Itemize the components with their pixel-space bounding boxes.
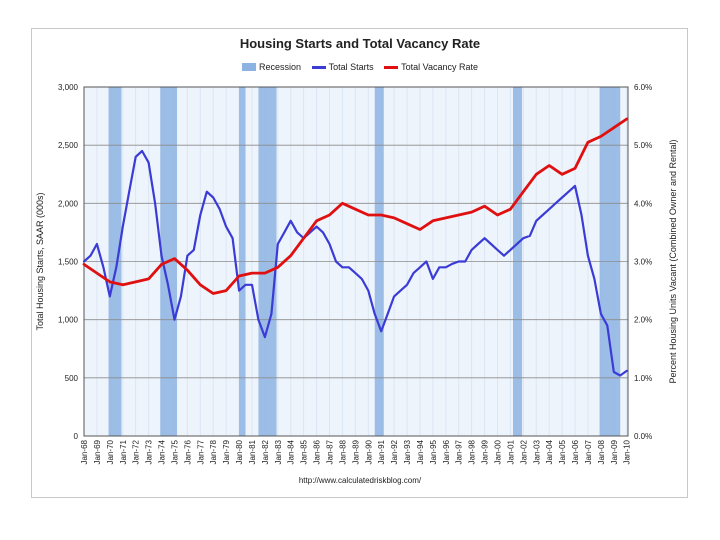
x-tick-label: Jan-78 [209, 439, 218, 464]
legend-swatch-total-starts [311, 65, 326, 69]
x-tick-label: Jan-82 [261, 439, 270, 464]
x-tick-label: Jan-93 [403, 439, 412, 464]
legend-item-total-starts: Total Starts [311, 61, 374, 72]
legend-swatch-vacancy-rate [384, 65, 399, 69]
x-tick-label: Jan-06 [571, 439, 580, 464]
x-tick-label: Jan-04 [545, 439, 554, 464]
series-line-vacancy-rate [82, 117, 629, 295]
x-tick-label: Jan-76 [183, 439, 192, 464]
left-tick-label: 500 [65, 374, 79, 383]
x-tick-label: Jan-73 [145, 439, 154, 464]
x-tick-label: Jan-72 [132, 439, 141, 464]
x-tick-label: Jan-84 [287, 439, 296, 464]
left-tick-label: 2,000 [58, 199, 79, 208]
x-tick-label: Jan-02 [519, 439, 528, 464]
right-tick-label: 5.0% [634, 141, 652, 150]
right-axis-title: Percent Housing Units Vacant (Combined O… [668, 140, 678, 384]
right-tick-label: 1.0% [634, 374, 652, 383]
x-tick-label: Jan-92 [390, 439, 399, 464]
x-tick-label: Jan-81 [248, 439, 257, 464]
series-line-total-starts [82, 149, 628, 377]
legend-label-vacancy-rate: Total Vacancy Rate [401, 61, 478, 72]
x-tick-label: Jan-05 [558, 439, 567, 464]
left-tick-label: 2,500 [58, 141, 79, 150]
x-tick-label: Jan-75 [170, 439, 179, 464]
left-tick-label: 0 [74, 432, 79, 441]
x-tick-label: Jan-96 [442, 439, 451, 464]
x-tick-label: Jan-79 [222, 439, 231, 464]
x-tick-label: Jan-08 [597, 439, 606, 464]
left-tick-label: 1,500 [58, 258, 79, 267]
legend-label-recession: Recession [259, 61, 302, 72]
x-tick-label: Jan-89 [351, 439, 360, 464]
right-tick-label: 0.0% [634, 432, 652, 441]
x-tick-label: Jan-71 [119, 439, 128, 464]
x-tick-label: Jan-07 [584, 439, 593, 464]
x-tick-label: Jan-83 [274, 439, 283, 464]
x-tick-label: Jan-91 [377, 439, 386, 464]
x-tick-label: Jan-77 [196, 439, 205, 464]
x-tick-label: Jan-09 [610, 439, 619, 464]
legend-item-recession: Recession [242, 62, 301, 72]
x-tick-label: Jan-01 [506, 439, 515, 464]
x-tick-label: Jan-10 [623, 439, 632, 464]
x-tick-label: Jan-68 [80, 439, 89, 464]
chart-title: Housing Starts and Total Vacancy Rate [239, 36, 481, 51]
x-tick-label: Jan-86 [313, 439, 322, 464]
x-tick-label: Jan-97 [455, 439, 464, 464]
legend-label-total-starts: Total Starts [328, 61, 374, 72]
x-tick-label: Jan-80 [235, 439, 244, 464]
x-tick-label: Jan-98 [468, 439, 477, 464]
x-tick-label: Jan-95 [429, 439, 438, 464]
x-tick-label: Jan-74 [158, 439, 167, 464]
x-tick-label: Jan-69 [93, 439, 102, 464]
x-tick-label: Jan-87 [326, 439, 335, 464]
chart-legend: Recession Total Starts Total Vacancy Rat… [0, 61, 720, 72]
x-tick-label: Jan-00 [493, 439, 502, 464]
x-tick-label: Jan-85 [300, 439, 309, 464]
right-tick-label: 3.0% [634, 258, 652, 267]
legend-item-vacancy-rate: Total Vacancy Rate [384, 62, 478, 72]
x-tick-label: Jan-03 [532, 439, 541, 464]
source-credit: http://www.calculatedriskblog.com/ [298, 476, 422, 485]
x-tick-label: Jan-70 [106, 439, 115, 464]
right-tick-label: 6.0% [634, 83, 652, 92]
x-tick-label: Jan-94 [416, 439, 425, 464]
left-axis-title: Total Housing Starts, SAAR (000s) [35, 192, 45, 330]
right-tick-label: 2.0% [634, 316, 652, 325]
x-tick-label: Jan-90 [364, 439, 373, 464]
left-tick-label: 3,000 [58, 83, 79, 92]
right-tick-label: 4.0% [634, 199, 652, 208]
legend-swatch-recession [242, 63, 257, 72]
x-tick-label: Jan-88 [338, 439, 347, 464]
left-tick-label: 1,000 [58, 316, 79, 325]
x-tick-label: Jan-99 [481, 439, 490, 464]
